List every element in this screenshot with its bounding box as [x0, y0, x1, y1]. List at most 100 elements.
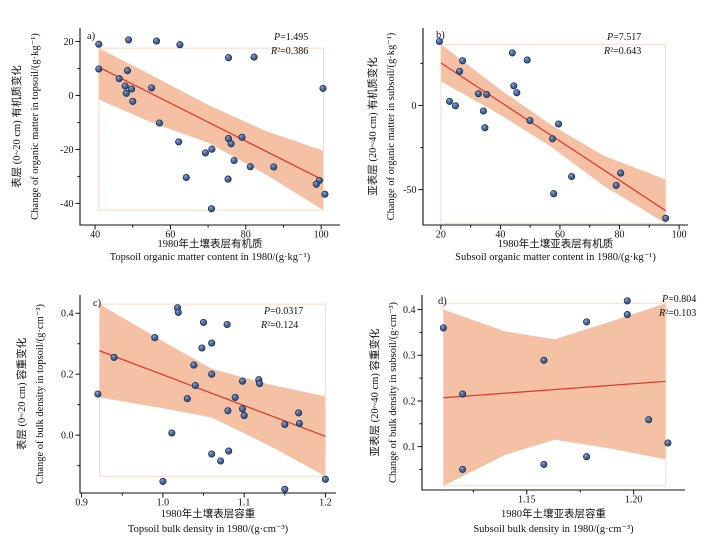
- data-point: [474, 90, 482, 98]
- panel-tag: a): [87, 31, 96, 42]
- data-point: [94, 390, 102, 398]
- data-point: [208, 145, 216, 153]
- y-axis-label-en: Change of bulk density in topsoil/(g·cm⁻…: [35, 304, 46, 484]
- x-tick-label: 1.15: [518, 495, 536, 506]
- data-point: [152, 37, 161, 45]
- data-point: [513, 89, 521, 97]
- data-point: [174, 308, 182, 316]
- data-point: [238, 133, 246, 141]
- data-point: [190, 361, 198, 369]
- data-point: [321, 475, 329, 483]
- panel-c-topsoil-bulk-density: 0.9 1.0 1.1 1.2 0.4 0.2 0.0 c) P=0.0317 R²=0.124 1…: [0, 275, 363, 551]
- y-axis-label-cn: 表层 (0~20 cm) 容重变化: [15, 337, 28, 450]
- stats-p: P=7.517: [606, 32, 641, 43]
- panel-d-plot: 1.15 1.20 0.4 0.3 0.2 0.1 d) P=0.804 R²=0.103 198…: [368, 294, 696, 535]
- plot-area: [98, 47, 324, 211]
- x-tick-label: 1.20: [625, 495, 643, 506]
- data-point: [159, 477, 167, 485]
- y-tick-label: 0.4: [403, 305, 416, 316]
- x-tick-label: 0.9: [75, 498, 88, 509]
- data-point: [550, 190, 558, 198]
- stats-r2: R²=0.386: [270, 46, 308, 57]
- data-point: [623, 297, 631, 305]
- data-point: [201, 149, 210, 157]
- data-point: [151, 334, 159, 342]
- x-tick-label: 20: [436, 230, 446, 241]
- data-point: [508, 49, 516, 57]
- y-tick-label: 0: [69, 91, 74, 102]
- data-point: [583, 318, 591, 326]
- data-point: [612, 181, 620, 189]
- panel-tag: c): [93, 298, 102, 309]
- axis-spines: [79, 295, 336, 494]
- data-point: [295, 419, 303, 428]
- axis-spines: [422, 28, 688, 226]
- data-point: [207, 205, 216, 213]
- data-point: [451, 102, 460, 110]
- x-tick-label: 40: [90, 230, 100, 241]
- y-tick-label: 0.0: [61, 431, 74, 442]
- data-point: [250, 53, 258, 61]
- y-tick-label: -40: [60, 199, 73, 210]
- x-tick-label: 1.2: [319, 498, 332, 509]
- data-point: [199, 318, 208, 326]
- data-point: [125, 36, 133, 44]
- data-point: [281, 485, 289, 493]
- data-point: [319, 84, 327, 92]
- plot-area: [442, 302, 667, 487]
- data-point: [155, 119, 164, 127]
- y-tick-label: 0.2: [61, 370, 74, 381]
- axis-spines: [421, 295, 685, 491]
- data-point: [568, 172, 576, 181]
- data-point: [246, 163, 254, 171]
- data-point: [110, 353, 118, 361]
- x-axis-label-cn: 1980年土壤表层容重: [161, 507, 256, 520]
- data-point: [548, 135, 557, 143]
- data-point: [208, 370, 216, 378]
- data-point: [191, 381, 199, 390]
- data-point: [227, 140, 235, 148]
- data-point: [526, 117, 534, 125]
- x-axis-label-en: Topsoil organic matter content in 1980/(…: [110, 252, 311, 263]
- data-point: [217, 457, 225, 465]
- stats-p: P=1.495: [273, 32, 308, 43]
- data-point: [230, 156, 238, 165]
- data-point: [459, 465, 467, 473]
- data-point: [128, 85, 136, 93]
- data-point: [445, 97, 454, 105]
- data-point: [183, 395, 191, 403]
- data-point: [483, 90, 491, 99]
- panel-b-plot: 20 40 60 80 100 0 -50 b) P=7.517 R²=0.643 1980年土壤亚…: [366, 28, 688, 263]
- axis-spines: [79, 28, 340, 226]
- y-axis-label-en: Change of bulk density in subsoil/(g·cm⁻…: [388, 301, 399, 483]
- x-axis-label-cn: 1980年土壤亚表层有机质: [498, 237, 614, 250]
- stats-r2: R²=0.124: [260, 320, 298, 331]
- regression-line: [443, 380, 666, 399]
- y-tick-label: -20: [60, 145, 73, 156]
- data-point: [224, 175, 232, 183]
- data-point: [321, 190, 329, 198]
- data-point: [168, 429, 176, 437]
- stats-p: P=0.0317: [263, 306, 303, 317]
- data-point: [225, 447, 233, 455]
- y-tick-label: 0.2: [403, 396, 416, 407]
- panel-b-subsoil-organic-matter: 20 40 60 80 100 0 -50 b) P=7.517 R²=0.643 1980年土壤亚…: [363, 0, 726, 280]
- data-point: [240, 412, 248, 420]
- y-tick-label: 20: [64, 37, 74, 48]
- data-point: [208, 339, 216, 347]
- x-tick-label: 60: [555, 230, 565, 241]
- data-point: [540, 356, 548, 364]
- data-point: [554, 120, 563, 128]
- y-tick-label: -50: [403, 185, 416, 196]
- x-axis-label-en: Topsoil bulk density in 1980/(g·cm⁻³): [128, 524, 289, 535]
- data-point: [456, 67, 464, 75]
- x-tick-label: 1.0: [157, 498, 170, 509]
- data-point: [583, 453, 591, 461]
- data-point: [231, 393, 239, 401]
- plot-area: [99, 303, 326, 477]
- confidence-band: [99, 304, 326, 477]
- data-point: [198, 344, 206, 352]
- data-point: [122, 89, 130, 97]
- confidence-band: [98, 48, 324, 211]
